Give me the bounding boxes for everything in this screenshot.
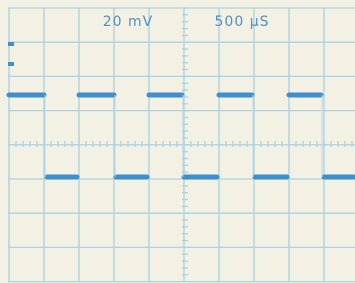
marker bbox=[8, 42, 14, 46]
marker bbox=[8, 62, 14, 66]
page: 20 mV 500 µS (() => { const data = JSON.… bbox=[0, 0, 355, 283]
volts-label: 20 mV bbox=[103, 14, 153, 30]
time-label: 500 µS bbox=[215, 14, 270, 30]
scope-screen: 20 mV 500 µS bbox=[0, 0, 355, 283]
